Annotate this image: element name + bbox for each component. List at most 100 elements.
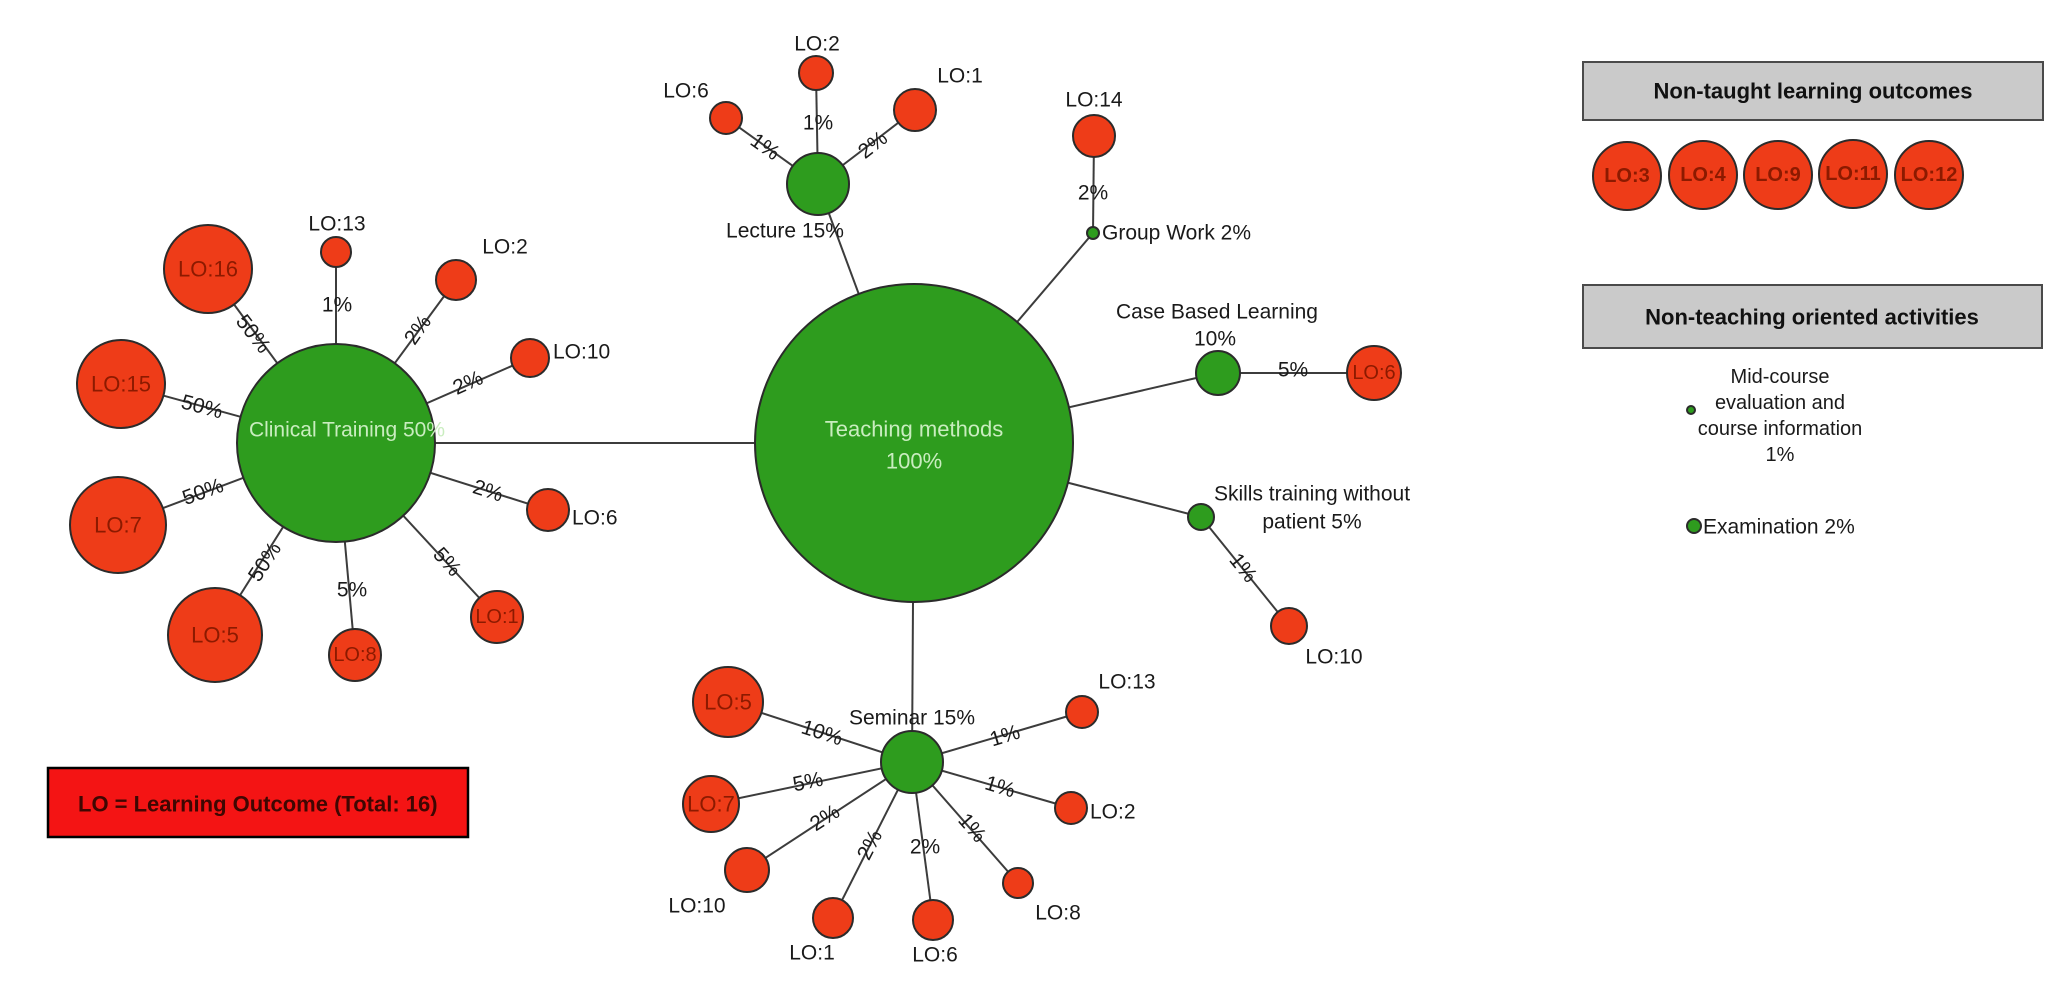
label-seminar-lo10: LO:10 (668, 895, 725, 918)
node-clinical-training (236, 343, 436, 543)
node-nontaught-lo11 (1818, 139, 1888, 209)
node-labels: Teaching methods 100% Clinical Training … (249, 220, 1410, 730)
label-clinical-lo10: LO:10 (553, 341, 610, 364)
label-clinical-training: Clinical Training 50% (249, 419, 445, 442)
node-lecture-lo1 (893, 88, 937, 132)
label-clinical-lo2: LO:2 (482, 236, 528, 259)
edge-label-clinical-lo8: 5% (337, 579, 367, 602)
non-taught-header: Non-taught learning outcomes (1654, 79, 1973, 104)
label-seminar-lo6: LO:6 (912, 944, 958, 967)
node-casebased-lo6 (1346, 345, 1402, 401)
legend-text: LO = Learning Outcome (Total: 16) (78, 792, 438, 817)
label-clinical-lo6: LO:6 (572, 507, 618, 530)
node-seminar-lo1 (812, 897, 854, 939)
node-seminar-lo13 (1065, 695, 1099, 729)
label-seminar-lo8: LO:8 (1035, 902, 1081, 925)
edge-label-clinical-lo13: 1% (322, 294, 352, 317)
label-casebased-lo6: LO:6 (1352, 362, 1395, 384)
edge-label-seminar-lo6: 2% (910, 836, 940, 859)
node-nontaught-lo3 (1592, 141, 1662, 211)
node-lecture-lo2 (798, 55, 834, 91)
edge-label-lecture-lo6: 1% (746, 129, 784, 165)
label-nontaught-lo4: LO:4 (1680, 164, 1726, 186)
node-clinical-lo2 (435, 259, 477, 301)
label-clinical-lo8: LO:8 (333, 644, 376, 666)
examination-label: Examination 2% (1703, 516, 1855, 539)
label-lecture-lo6: LO:6 (663, 80, 709, 103)
edge-label-casebased-lo6: 5% (1278, 359, 1308, 382)
edge-label-clinical-lo7: 50% (179, 474, 226, 510)
label-teaching-methods-line1: Teaching methods (825, 417, 1004, 442)
edge-label-lecture-lo2: 1% (803, 112, 833, 135)
node-clinical-lo5 (167, 587, 263, 683)
node-seminar (880, 730, 944, 794)
edge-seminar-lo10 (746, 761, 913, 871)
edge-label-seminar-lo13: 1% (987, 721, 1023, 752)
edge-label-seminar-lo5: 10% (798, 716, 845, 751)
node-teaching-methods (754, 283, 1074, 603)
node-clinical-lo8 (328, 628, 382, 682)
label-skills-lo10: LO:10 (1305, 646, 1362, 669)
edge-label-clinical-lo15: 50% (179, 390, 226, 423)
node-clinical-lo10 (510, 338, 550, 378)
label-seminar: Seminar 15% (849, 707, 975, 730)
node-seminar-lo10 (724, 847, 770, 893)
node-lecture-lo6 (709, 101, 743, 135)
node-seminar-lo7 (682, 775, 740, 833)
mid-course-dot (1686, 405, 1696, 415)
nodes (69, 55, 1402, 941)
label-seminar-lo13: LO:13 (1098, 671, 1155, 694)
non-taught-header-box (1582, 61, 2044, 121)
label-lecture-lo1: LO:1 (937, 65, 983, 88)
examination-dot (1686, 518, 1702, 534)
node-seminar-lo5 (692, 666, 764, 738)
edge-label-seminar-lo1: 2% (853, 826, 887, 863)
label-clinical-lo16: LO:16 (178, 257, 238, 282)
edge-skills-lo10 (1200, 516, 1290, 627)
node-seminar-lo8 (1002, 867, 1034, 899)
label-clinical-lo1: LO:1 (475, 606, 518, 628)
label-seminar-lo1: LO:1 (789, 942, 835, 965)
label-clinical-lo7: LO:7 (94, 513, 142, 538)
mid-course-line4: 1% (1766, 444, 1795, 466)
edge-label-clinical-lo2: 2% (400, 311, 436, 349)
edge-label-clinical-lo6: 2% (470, 475, 506, 506)
node-clinical-lo6 (526, 488, 570, 532)
label-case-based-line1: Case Based Learning (1116, 301, 1318, 324)
node-clinical-lo1 (470, 590, 524, 644)
label-lecture: Lecture 15% (726, 220, 844, 243)
label-skills-line2: patient 5% (1262, 511, 1361, 534)
label-nontaught-lo9: LO:9 (1755, 164, 1801, 186)
mid-course-line2: evaluation and (1715, 392, 1845, 414)
label-nontaught-lo3: LO:3 (1604, 165, 1650, 187)
edge-label-skills-lo10: 1% (1225, 549, 1262, 587)
right-panel: Non-taught learning outcomes LO:3 LO:4 L… (1582, 61, 2044, 539)
node-skills-lo10 (1270, 607, 1308, 645)
non-teaching-header: Non-teaching oriented activities (1645, 305, 1979, 330)
label-seminar-lo5: LO:5 (704, 690, 752, 715)
non-teaching-header-box (1582, 284, 2043, 349)
node-nontaught-lo4 (1668, 140, 1738, 210)
node-seminar-lo2 (1054, 791, 1088, 825)
node-group-work (1086, 226, 1100, 240)
legend-box (46, 766, 470, 839)
label-group-work: Group Work 2% (1102, 222, 1251, 245)
mid-course-line3: course information (1698, 418, 1863, 440)
label-groupwork-lo14: LO:14 (1065, 89, 1123, 112)
label-teaching-methods-line2: 100% (886, 449, 942, 474)
node-nontaught-lo12 (1894, 140, 1964, 210)
node-clinical-lo15 (76, 339, 166, 429)
legend: LO = Learning Outcome (Total: 16) (46, 766, 470, 839)
label-clinical-lo13: LO:13 (308, 213, 365, 236)
node-lecture (786, 152, 850, 216)
label-lecture-lo2: LO:2 (794, 33, 840, 56)
edge-label-seminar-lo10: 2% (806, 800, 844, 836)
lo-labels-outside: LO:13 LO:2 LO:10 LO:6 LO:6 LO:2 LO:1 LO:… (308, 33, 1362, 967)
edge-seminar-lo7 (710, 761, 913, 805)
edge-label-seminar-lo7: 5% (791, 768, 825, 797)
label-case-based-line2: 10% (1194, 328, 1236, 351)
label-skills-line1: Skills training without (1214, 483, 1410, 506)
label-seminar-lo2: LO:2 (1090, 801, 1136, 824)
